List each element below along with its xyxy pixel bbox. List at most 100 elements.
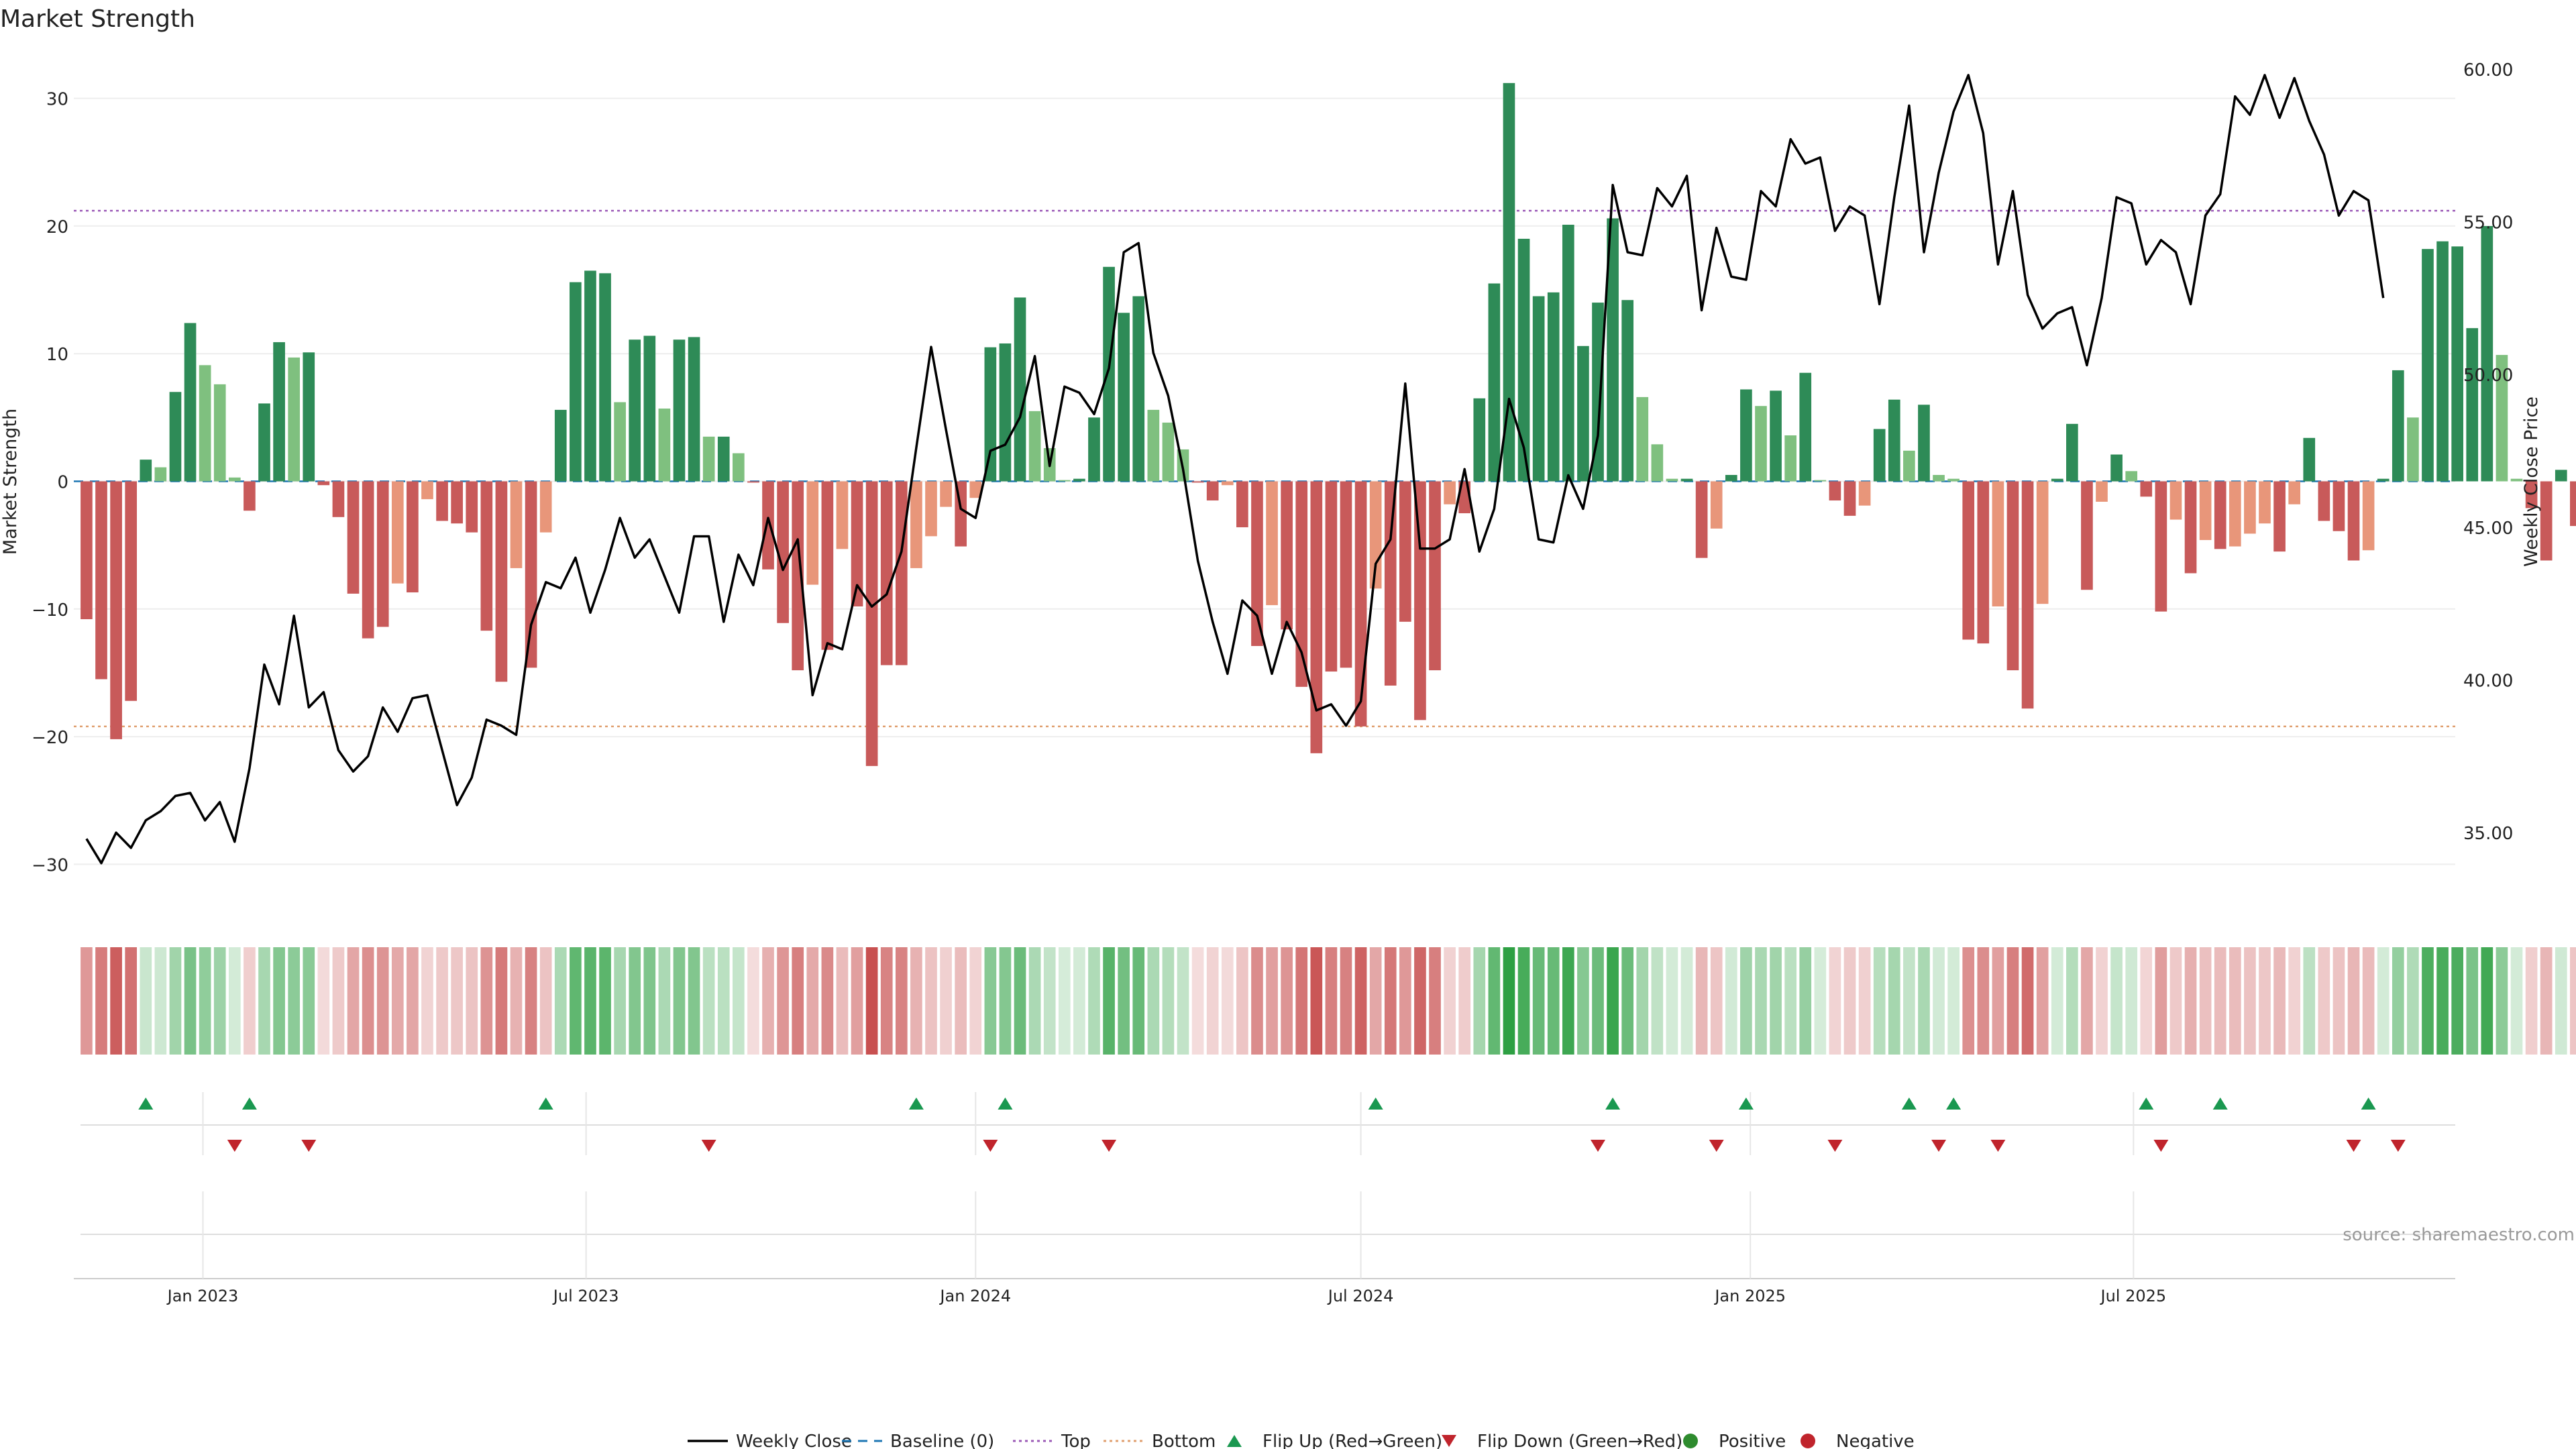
legend-label: Negative xyxy=(1836,1432,1915,1449)
weekly-close-line xyxy=(85,74,2385,865)
strength-bar xyxy=(836,481,849,549)
heat-cell xyxy=(1651,947,1664,1055)
heat-cell xyxy=(1547,947,1560,1055)
heat-cell xyxy=(925,947,937,1055)
strength-bar xyxy=(125,481,138,701)
flip-up-marker xyxy=(138,1097,154,1110)
heat-cell xyxy=(777,947,789,1055)
strength-bar xyxy=(629,339,641,482)
heat-cell xyxy=(466,947,478,1055)
heat-cell xyxy=(955,947,967,1055)
heat-cell xyxy=(1177,947,1189,1055)
legend-label: Baseline (0) xyxy=(890,1432,994,1449)
strength-bar xyxy=(969,481,982,498)
strength-bar xyxy=(1636,396,1649,482)
strength-bar xyxy=(1947,478,1960,482)
heat-cell xyxy=(1933,947,1945,1055)
heat-cell xyxy=(851,947,863,1055)
strength-bar xyxy=(376,481,389,627)
strength-bar xyxy=(184,323,197,482)
heat-cell xyxy=(2288,947,2301,1055)
strength-bar xyxy=(570,282,582,482)
strength-bar xyxy=(95,481,107,680)
flip-down-marker xyxy=(2390,1140,2406,1152)
heat-cell xyxy=(584,947,596,1055)
heat-cell xyxy=(2036,947,2049,1055)
strength-bar xyxy=(1799,372,1812,482)
heat-cell xyxy=(733,947,745,1055)
close-line-group xyxy=(85,74,2385,865)
strength-bar xyxy=(1384,481,1397,686)
heat-cell xyxy=(213,947,226,1055)
flip-up-marker xyxy=(2361,1097,2376,1110)
y-tick-label: 10 xyxy=(46,345,68,365)
strength-bar xyxy=(2036,481,2049,604)
heat-cell xyxy=(747,947,759,1055)
heat-cell xyxy=(332,947,345,1055)
heat-cell xyxy=(1666,947,1678,1055)
flip-up-marker xyxy=(1946,1097,1962,1110)
heat-cell xyxy=(2362,947,2375,1055)
strength-bar xyxy=(910,481,922,568)
heat-cell xyxy=(1236,947,1248,1055)
heat-cell xyxy=(2303,947,2316,1055)
strength-bar xyxy=(1162,422,1175,482)
strength-bar xyxy=(2125,471,2138,482)
strength-bar xyxy=(213,384,226,482)
heat-cell xyxy=(2481,947,2493,1055)
heat-cell xyxy=(984,947,997,1055)
heat-cell xyxy=(2570,947,2576,1055)
heat-cell xyxy=(1103,947,1115,1055)
strength-bar xyxy=(1710,481,1723,529)
heat-cell xyxy=(154,947,167,1055)
heat-cell xyxy=(303,947,315,1055)
strength-bar xyxy=(747,481,759,483)
heat-cell xyxy=(1058,947,1071,1055)
flip-markers xyxy=(80,1092,2455,1155)
heat-cell xyxy=(2377,947,2390,1055)
heat-cell xyxy=(407,947,419,1055)
heat-cell xyxy=(1873,947,1886,1055)
heat-cell xyxy=(1607,947,1619,1055)
heat-cell xyxy=(895,947,908,1055)
heat-cell xyxy=(169,947,182,1055)
strength-bar xyxy=(1903,450,1915,482)
strength-bar xyxy=(1118,313,1130,482)
heat-cell xyxy=(1310,947,1323,1055)
strength-bar xyxy=(999,343,1012,482)
strength-bar xyxy=(2110,454,2123,482)
flip-down-marker xyxy=(1709,1140,1724,1152)
strength-bar xyxy=(140,460,152,482)
heat-cell xyxy=(629,947,641,1055)
strength-bar xyxy=(1429,481,1441,671)
strength-bar xyxy=(1325,481,1338,672)
heat-cell xyxy=(436,947,448,1055)
heat-cell xyxy=(288,947,301,1055)
strength-bar xyxy=(658,409,671,482)
strength-bar xyxy=(480,481,493,631)
strength-bar xyxy=(1843,481,1856,516)
heat-cell xyxy=(2318,947,2330,1055)
heat-cell xyxy=(510,947,523,1055)
strength-bar xyxy=(1858,481,1871,506)
legend-swatch-negative xyxy=(1801,1434,1815,1448)
heat-cell xyxy=(140,947,152,1055)
strength-bar xyxy=(1488,283,1501,482)
strength-bar xyxy=(362,481,374,639)
heat-cell xyxy=(1992,947,2004,1055)
heat-cell xyxy=(717,947,730,1055)
strength-bar xyxy=(303,352,315,482)
y2-tick-label: 55.00 xyxy=(2463,213,2513,233)
strength-bar xyxy=(1829,481,1841,501)
y-tick-label: 30 xyxy=(46,90,68,110)
strength-bar xyxy=(466,481,478,533)
heat-cell xyxy=(95,947,107,1055)
strength-bar xyxy=(1517,238,1530,482)
legend-swatch-positive xyxy=(1683,1434,1698,1448)
x-tick-label: Jul 2023 xyxy=(552,1287,619,1305)
strength-bar xyxy=(702,436,715,482)
strength-bar xyxy=(1295,481,1308,687)
heat-cell xyxy=(1503,947,1515,1055)
heat-cell xyxy=(2096,947,2108,1055)
heat-cell xyxy=(1014,947,1026,1055)
